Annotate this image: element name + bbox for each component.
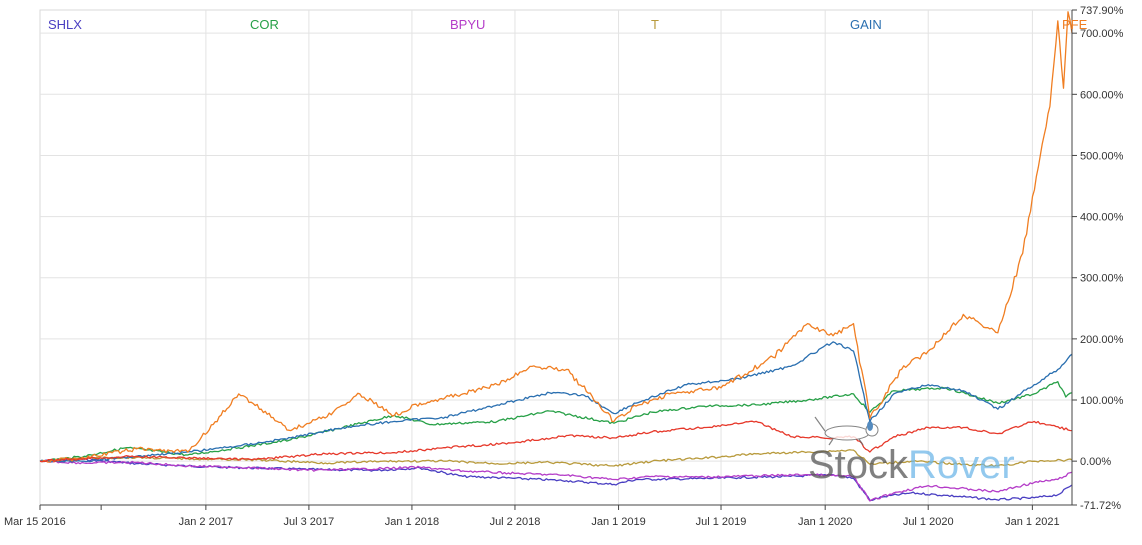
series-lines [39, 11, 1073, 502]
legend-item-shlx: SHLX [48, 17, 82, 32]
legend-item-cor: COR [250, 17, 279, 32]
x-tick-label: Jul 2 2018 [490, 516, 541, 528]
mascot-body [824, 425, 870, 441]
y-tick-label: 400.00% [1080, 212, 1124, 224]
y-tick-label: 100.00% [1080, 395, 1124, 407]
legend-item-t: T [651, 17, 659, 32]
series-line-pfe [39, 11, 1073, 463]
mascot-leg [828, 438, 834, 446]
series-line-unlabeled [39, 420, 1073, 463]
x-tick-label: Jul 1 2020 [903, 516, 954, 528]
x-tick-label: Jan 1 2020 [798, 516, 852, 528]
rover-mascot-icon [814, 416, 879, 446]
legend-item-gain: GAIN [850, 17, 882, 32]
plot-area [39, 9, 1073, 506]
x-tick-label: Jan 1 2018 [385, 516, 439, 528]
legend: SHLX COR BPYU T GAIN PFE [48, 17, 1088, 32]
y-tick-label: 500.00% [1080, 150, 1124, 162]
legend-item-bpyu: BPYU [450, 17, 485, 32]
y-tick-label: 0.00% [1080, 456, 1111, 468]
series-line-bpyu [39, 459, 1073, 502]
x-tick-label: Jan 1 2021 [1005, 516, 1059, 528]
y-tick-label: 737.90% [1080, 5, 1124, 17]
x-tick-label: Jan 2 2017 [179, 516, 233, 528]
y-tick-label: -71.72% [1080, 500, 1121, 512]
watermark-rover: Rover [908, 443, 1015, 487]
series-line-gain [39, 341, 1073, 463]
x-tick-label: Jul 3 2017 [284, 516, 335, 528]
mascot-leg [858, 438, 864, 446]
watermark-stock: Stock [808, 443, 909, 487]
stockrover-watermark: StockRover [808, 416, 1015, 487]
axes: 737.90% 700.00% 600.00% 500.00% 400.00% 300.0… [4, 5, 1124, 528]
watermark-text: StockRover [808, 443, 1015, 487]
legend-item-pfe: PFE [1062, 17, 1088, 32]
y-tick-label: 700.00% [1080, 28, 1124, 40]
mascot-tail [814, 416, 826, 432]
x-tick-label: Jul 1 2019 [696, 516, 747, 528]
mascot-ear [867, 421, 873, 431]
x-tick-label: Jan 1 2019 [591, 516, 645, 528]
x-tick-label: Mar 15 2016 [4, 516, 66, 528]
y-tick-label: 300.00% [1080, 273, 1124, 285]
y-tick-label: 600.00% [1080, 89, 1124, 101]
series-line-t [39, 449, 1073, 468]
y-tick-label: 200.00% [1080, 334, 1124, 346]
gridlines [39, 9, 1073, 506]
